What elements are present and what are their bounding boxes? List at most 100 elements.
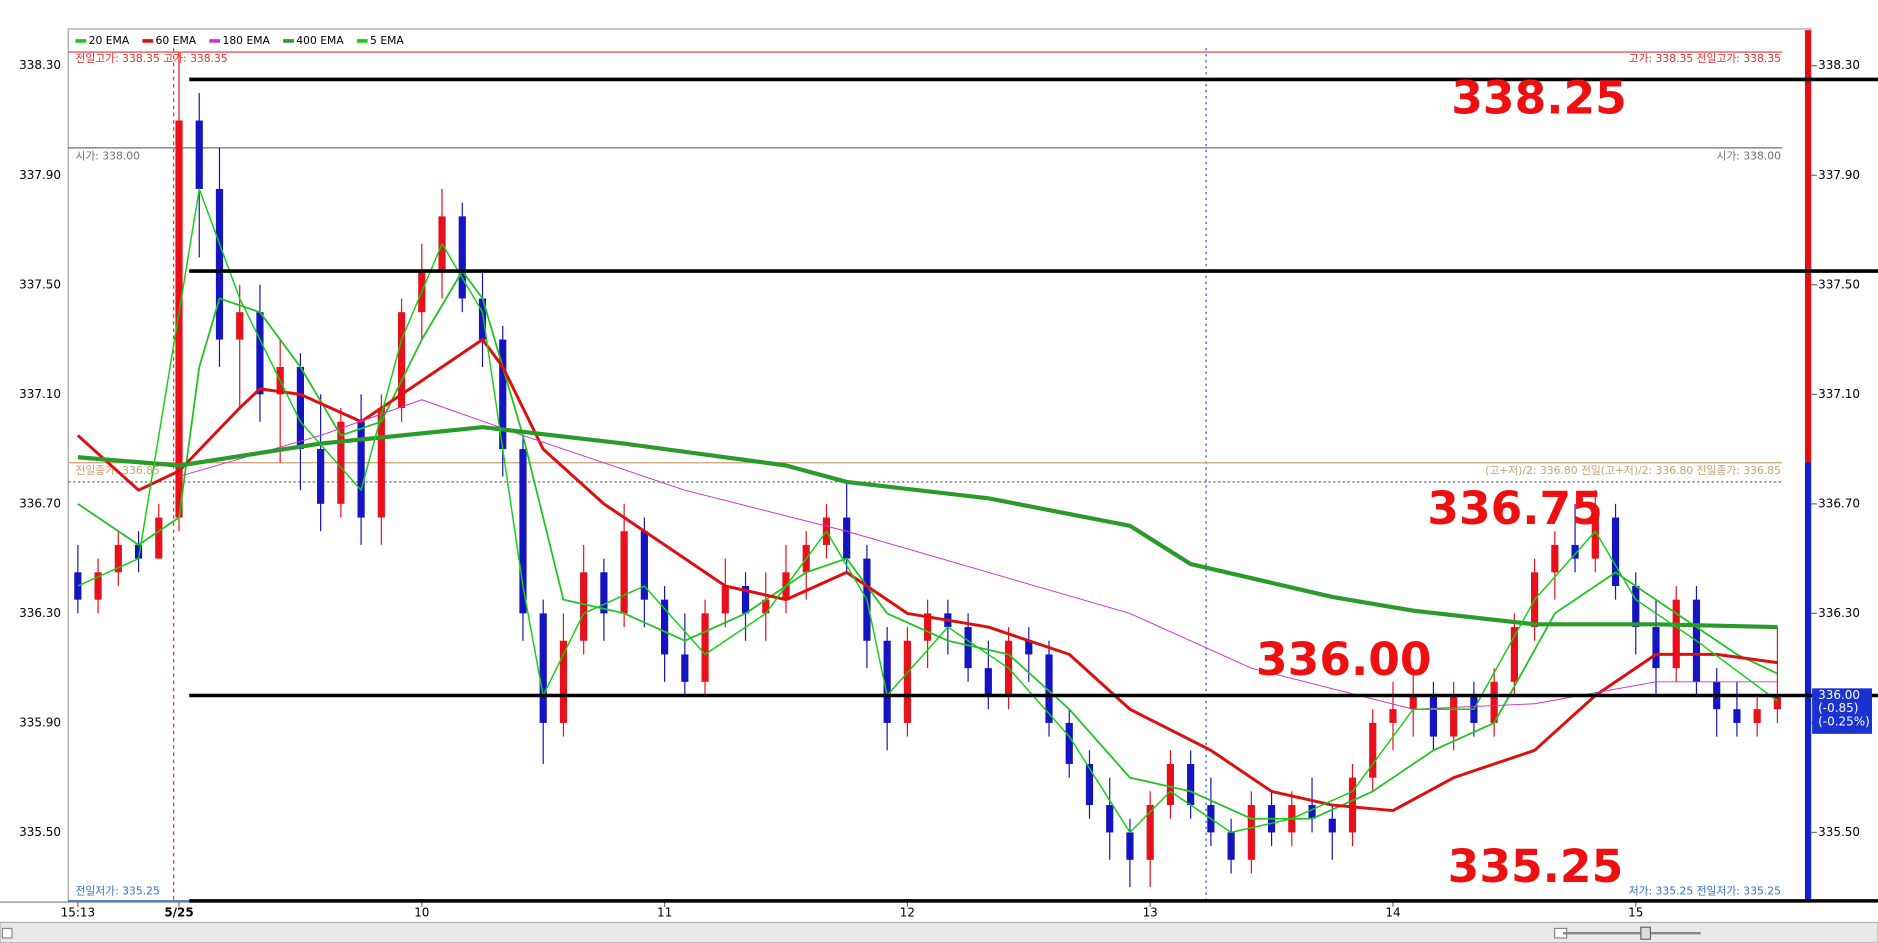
reference-label: 저가: 335.25 전일저가: 335.25	[1629, 884, 1781, 897]
candle-body	[478, 298, 487, 340]
candle-body	[134, 544, 143, 559]
candle-body	[94, 572, 102, 600]
candle-body	[1126, 832, 1134, 860]
x-tick-label: 12	[900, 905, 915, 919]
candle-body	[317, 449, 325, 504]
reference-label: 고가: 338.35 전일고가: 338.35	[1629, 52, 1781, 65]
reference-label: 전일고가: 338.35 고가: 338.35	[75, 52, 227, 65]
ema-line	[76, 338, 1778, 813]
y-tick-label-left: 336.30	[19, 606, 61, 620]
candle-body	[903, 640, 911, 723]
candle-body	[1510, 627, 1518, 682]
candle-body	[580, 572, 588, 641]
price-box-change: (-0.85)	[1818, 701, 1858, 715]
candle-body	[1106, 805, 1114, 833]
candle-body	[1429, 695, 1438, 737]
y-tick-label-left: 337.50	[19, 277, 61, 291]
candle-body	[681, 654, 689, 682]
candle-body	[1591, 517, 1599, 559]
annotation: 336.00	[1256, 633, 1432, 686]
legend-label: 400 EMA	[296, 34, 344, 47]
y-tick-label: 337.50	[1818, 277, 1860, 291]
y-tick-label-left: 335.90	[19, 715, 61, 729]
candle-body	[1085, 763, 1094, 806]
candle-body	[762, 599, 770, 614]
candle-body	[843, 517, 851, 559]
candle-body	[215, 188, 224, 340]
range-bar-up	[1804, 30, 1811, 463]
x-tick-label: 13	[1143, 905, 1158, 919]
y-tick-label-left: 337.90	[19, 168, 61, 182]
candle-body	[620, 531, 628, 614]
y-tick-label: 336.70	[1818, 496, 1860, 510]
candle-body	[640, 531, 648, 600]
y-tick-label: 338.30	[1818, 58, 1860, 72]
candle-body	[984, 668, 992, 696]
x-tick-label: 14	[1385, 905, 1400, 919]
ema-line	[77, 270, 1778, 820]
candle-body	[195, 120, 203, 189]
legend-label: 60 EMA	[156, 34, 197, 47]
legend-label: 20 EMA	[89, 34, 130, 47]
candle-body	[924, 613, 932, 641]
price-box	[1812, 688, 1873, 734]
candle-body	[1045, 654, 1053, 723]
candle-body	[883, 640, 891, 723]
candle-body	[1490, 681, 1498, 723]
candle-body	[1328, 818, 1336, 833]
candle-body	[1146, 805, 1154, 860]
candle-body	[1571, 544, 1579, 559]
y-tick-label: 337.10	[1818, 387, 1860, 401]
y-tick-label-left: 338.30	[19, 58, 61, 72]
candle-body	[741, 585, 750, 614]
legend-label: 5 EMA	[370, 34, 404, 47]
x-tick-label: 11	[657, 905, 672, 919]
candle-body	[256, 312, 264, 395]
candle-body	[458, 216, 466, 299]
candle-body	[1611, 517, 1620, 586]
y-tick-label: 337.90	[1818, 168, 1860, 182]
y-tick-label: 335.50	[1818, 825, 1860, 839]
candle-body	[1308, 805, 1316, 819]
candle-body	[377, 408, 385, 518]
candle-body	[1389, 709, 1397, 723]
candle-body	[1733, 709, 1741, 723]
candle-body	[1551, 544, 1559, 573]
candle-body	[1773, 695, 1781, 710]
candle-body	[1348, 777, 1357, 833]
x-tick-label: 15	[1628, 905, 1643, 919]
reference-label: 시가: 338.00	[1716, 149, 1781, 162]
legend-label: 180 EMA	[222, 34, 270, 47]
candle-body	[357, 421, 365, 518]
candle-body	[1672, 599, 1680, 669]
zoom-thumb[interactable]	[1640, 926, 1652, 940]
ema-line	[178, 399, 1778, 710]
annotation: 338.25	[1451, 71, 1627, 124]
x-tick-label: 5/25	[164, 905, 193, 919]
candle-body	[1025, 640, 1033, 655]
candle-body	[519, 449, 527, 614]
scroll-left[interactable]	[1, 927, 13, 939]
candle-body	[155, 517, 163, 559]
candle-body	[1187, 763, 1195, 806]
reference-label: 전일저가: 335.25	[75, 884, 159, 897]
candle-body	[1450, 695, 1458, 737]
candle-body	[559, 640, 568, 723]
candle-body	[1247, 805, 1255, 860]
candle-body	[1652, 627, 1660, 669]
candle-body	[1227, 832, 1235, 860]
ema-line	[77, 188, 1778, 834]
candle-body	[296, 366, 305, 450]
candle-body	[1369, 722, 1377, 778]
price-box-label: 336.00	[1818, 688, 1860, 702]
candle-body	[721, 585, 729, 614]
annotation: 336.75	[1427, 482, 1603, 535]
y-tick-label: 336.30	[1818, 606, 1860, 620]
candle-body	[114, 544, 122, 573]
reference-label: (고+저)/2: 336.80 전일(고+저)/2: 336.80 전일종가: …	[1485, 464, 1781, 477]
reference-label: 시가: 338.00	[75, 149, 140, 162]
candle-body	[1632, 585, 1640, 628]
candle-body	[1065, 722, 1073, 764]
